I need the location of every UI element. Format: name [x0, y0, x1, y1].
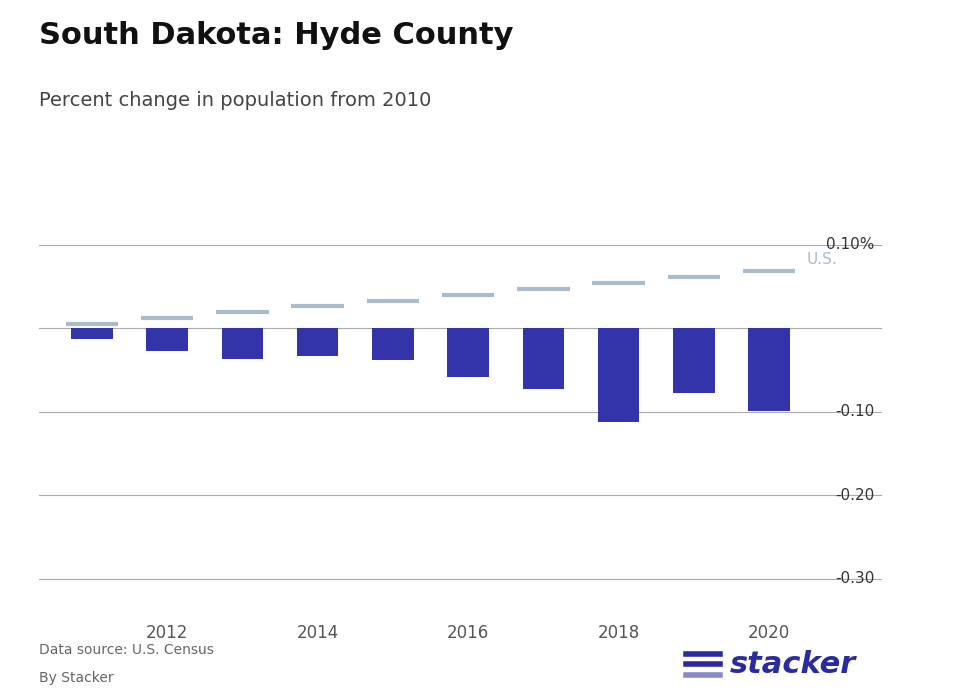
- Text: Data source: U.S. Census: Data source: U.S. Census: [39, 643, 214, 657]
- Text: By Stacker: By Stacker: [39, 671, 114, 685]
- Bar: [673, 328, 714, 393]
- Bar: [221, 328, 263, 359]
- Text: -0.20: -0.20: [835, 488, 874, 503]
- Text: U.S.: U.S.: [807, 252, 838, 267]
- Bar: [749, 328, 790, 411]
- Bar: [297, 328, 338, 356]
- Bar: [372, 328, 414, 360]
- Text: -0.10: -0.10: [835, 404, 874, 419]
- Bar: [72, 328, 113, 339]
- Text: 0.10%: 0.10%: [826, 237, 874, 252]
- Text: -0.30: -0.30: [835, 571, 874, 586]
- Text: South Dakota: Hyde County: South Dakota: Hyde County: [39, 21, 514, 50]
- Text: stacker: stacker: [730, 649, 857, 679]
- Text: Percent change in population from 2010: Percent change in population from 2010: [39, 91, 431, 110]
- Bar: [146, 328, 188, 351]
- Bar: [598, 328, 639, 421]
- Bar: [448, 328, 489, 377]
- Bar: [522, 328, 564, 389]
